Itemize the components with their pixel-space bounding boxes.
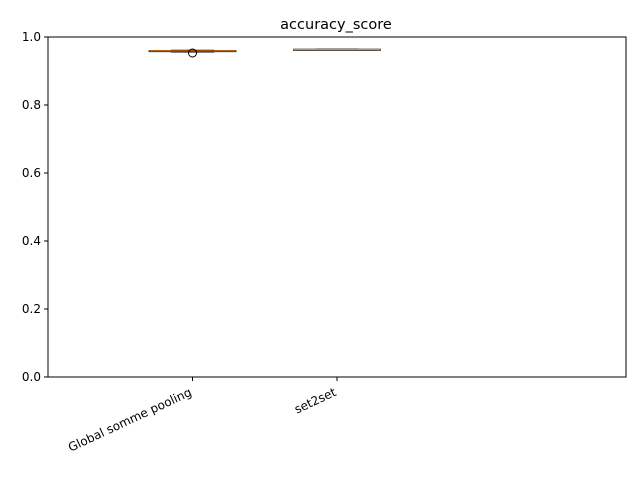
y-tick-label: 0.8 (22, 98, 41, 112)
y-tick-label: 1.0 (22, 30, 41, 44)
plot-frame (47, 36, 627, 378)
y-tick-label: 0.4 (22, 234, 41, 248)
chart-title: accuracy_score (280, 17, 392, 33)
y-tick-label: 0.0 (22, 370, 41, 384)
y-tick-label: 0.2 (22, 302, 41, 316)
outlier-point (188, 48, 197, 58)
x-tick-label: set2set (292, 385, 338, 417)
x-tick-label: Global somme pooling (66, 385, 194, 455)
y-tick-label: 0.6 (22, 166, 41, 180)
